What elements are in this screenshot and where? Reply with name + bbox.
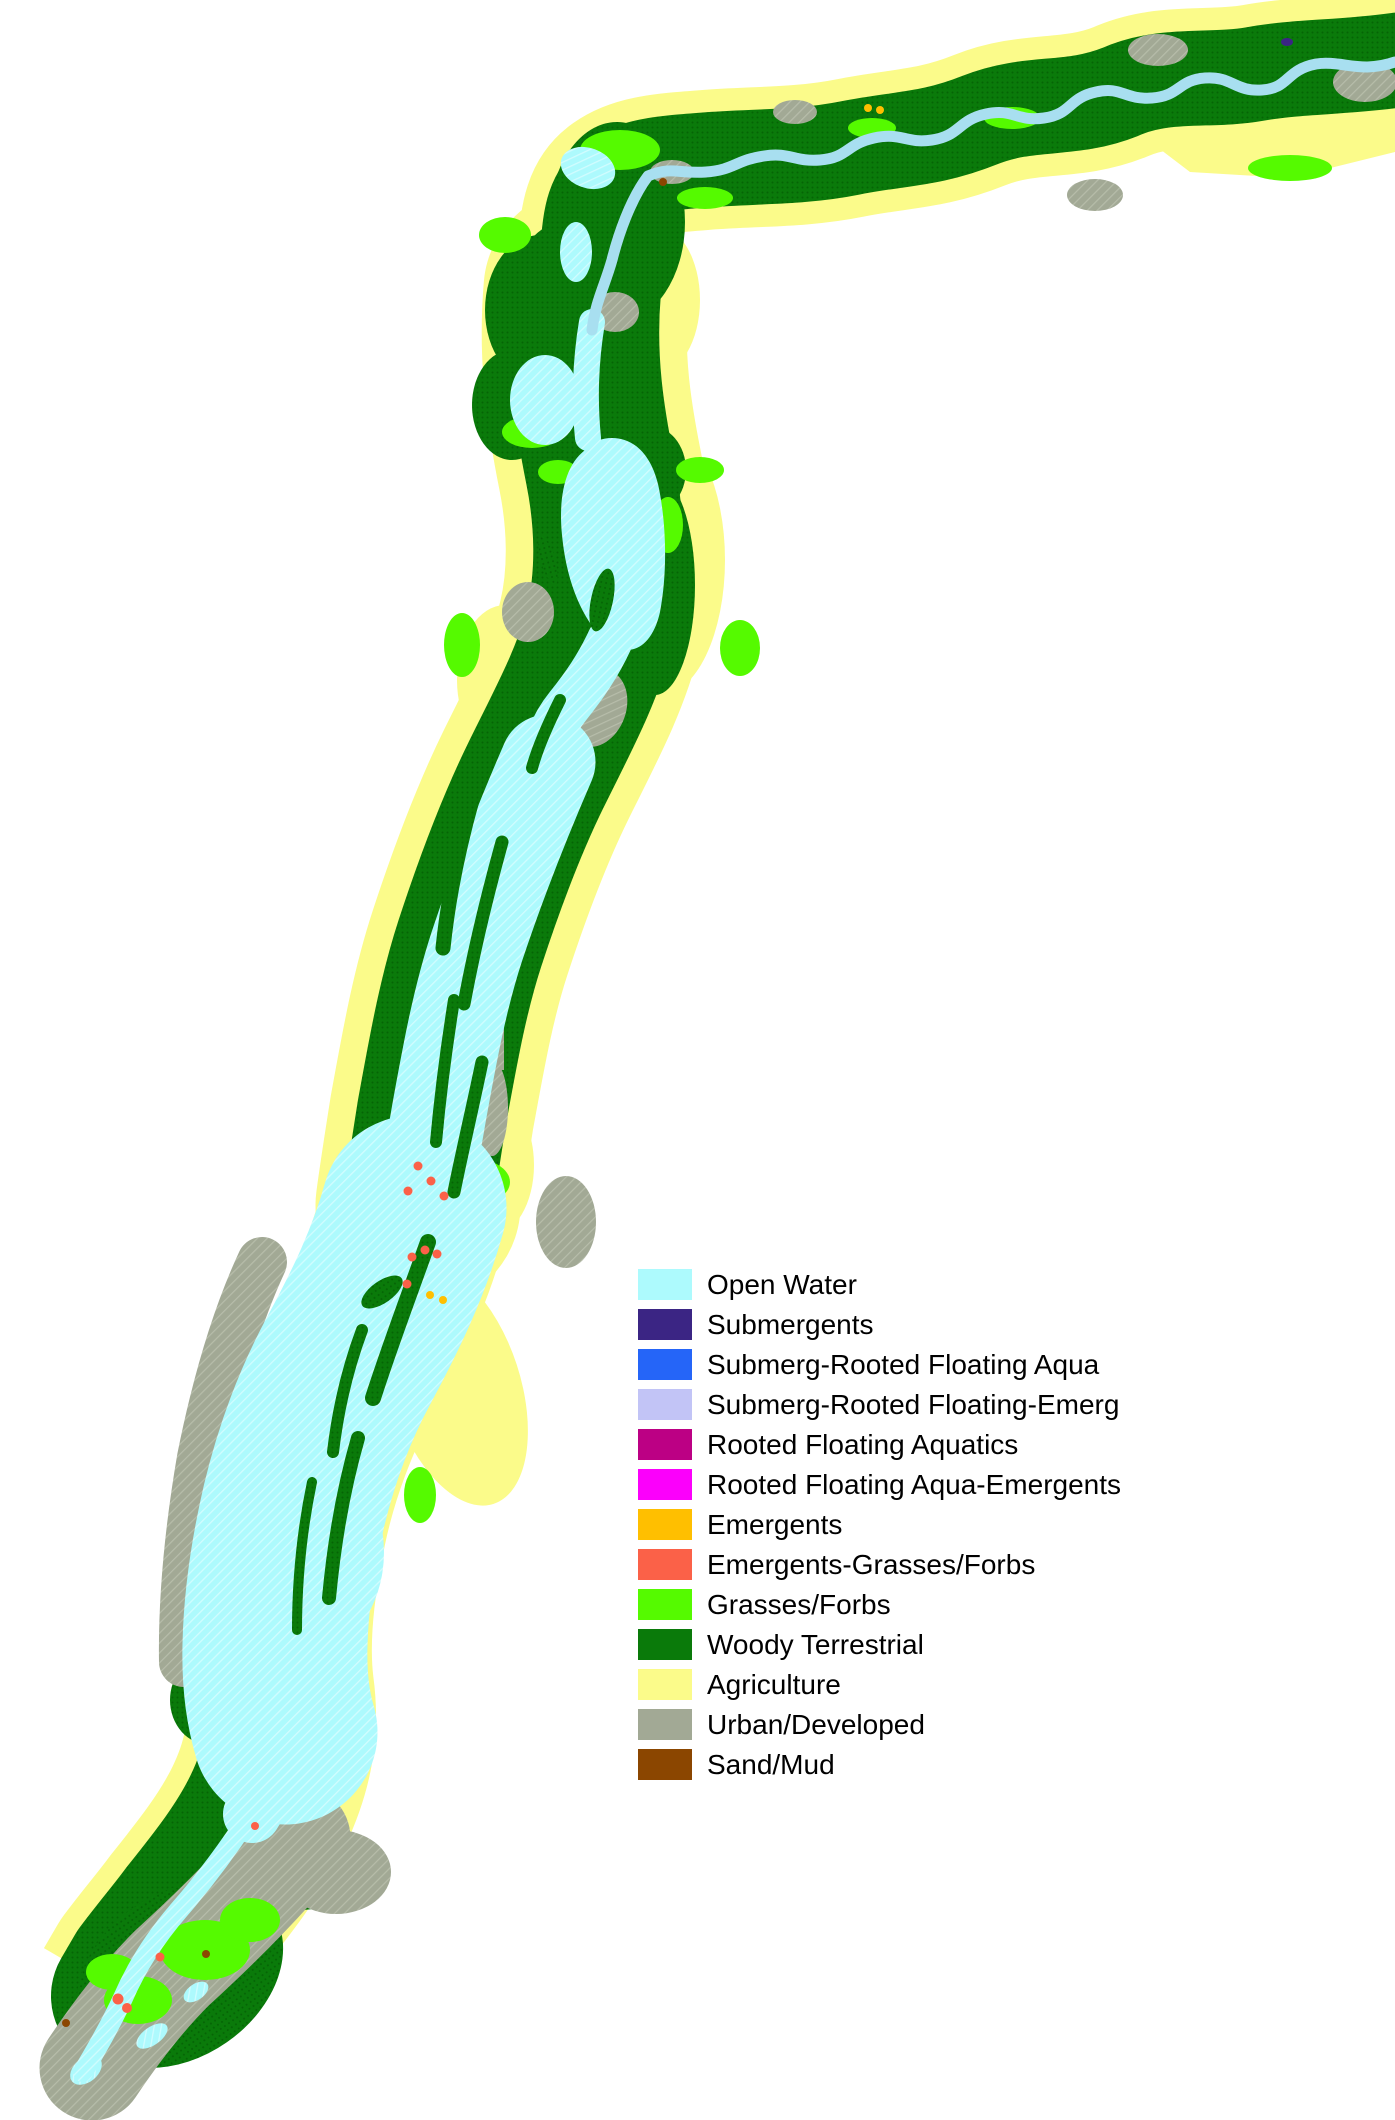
legend-swatch xyxy=(638,1389,692,1420)
legend-label: Rooted Floating Aqua-Emergents xyxy=(707,1469,1122,1500)
accent-classes-layer xyxy=(62,38,1293,2027)
legend-item-emergents: Emergents xyxy=(638,1509,1121,1540)
legend-item-sand-mud: Sand/Mud xyxy=(638,1749,1121,1780)
legend-item-submergents: Submergents xyxy=(638,1309,1121,1340)
river-channel xyxy=(586,56,1395,336)
legend-swatch xyxy=(638,1469,692,1500)
legend-label: Woody Terrestrial xyxy=(707,1629,924,1660)
legend-item-agriculture: Agriculture xyxy=(638,1669,1121,1700)
legend-label: Submerg-Rooted Floating-Emerg xyxy=(707,1389,1120,1420)
legend-swatch xyxy=(638,1509,692,1540)
legend-swatch xyxy=(638,1269,692,1300)
legend-swatch xyxy=(638,1629,692,1660)
emergents-patches xyxy=(426,104,884,1304)
legend-swatch xyxy=(638,1349,692,1380)
legend-label: Sand/Mud xyxy=(707,1749,835,1780)
legend-item-urban-developed: Urban/Developed xyxy=(638,1709,1121,1740)
legend-item-rooted-floating-aquatics: Rooted Floating Aquatics xyxy=(638,1429,1121,1460)
legend-swatch xyxy=(638,1549,692,1580)
legend-swatch xyxy=(638,1709,692,1740)
legend-item-rooted-floating-aqua-emergents: Rooted Floating Aqua-Emergents xyxy=(638,1469,1121,1500)
legend-swatch xyxy=(638,1309,692,1340)
legend-label: Emergents xyxy=(707,1509,843,1540)
legend-swatch xyxy=(638,1749,692,1780)
legend-label: Rooted Floating Aquatics xyxy=(707,1429,1019,1460)
legend-item-open-water: Open Water xyxy=(638,1269,1121,1300)
legend-item-emergents-grasses-forbs: Emergents-Grasses/Forbs xyxy=(638,1549,1121,1580)
legend-item-grasses-forbs: Grasses/Forbs xyxy=(638,1589,1121,1620)
legend-item-woody-terrestrial: Woody Terrestrial xyxy=(638,1629,1121,1660)
legend-label: Grasses/Forbs xyxy=(707,1589,891,1620)
sand-mud-patches xyxy=(62,178,667,2027)
legend-label: Urban/Developed xyxy=(707,1709,925,1740)
legend-item-submerg-rooted-floating-emerg: Submerg-Rooted Floating-Emerg xyxy=(638,1389,1121,1420)
map-legend: Open Water Submergents Submerg-Rooted Fl… xyxy=(638,1269,1121,1789)
open-water-layer xyxy=(70,56,1395,2085)
legend-label: Open Water xyxy=(707,1269,857,1300)
emergents-grasses-forbs-patches xyxy=(112,1161,449,2013)
legend-item-submerg-rooted-floating-aqua: Submerg-Rooted Floating Aqua xyxy=(638,1349,1121,1380)
legend-label: Emergents-Grasses/Forbs xyxy=(707,1549,1036,1580)
legend-swatch xyxy=(638,1589,692,1620)
legend-swatch xyxy=(638,1429,692,1460)
island-layer xyxy=(292,534,615,1635)
legend-label: Agriculture xyxy=(707,1669,841,1700)
legend-swatch xyxy=(638,1669,692,1700)
legend-label: Submergents xyxy=(707,1309,874,1340)
legend-label: Submerg-Rooted Floating Aqua xyxy=(707,1349,1100,1380)
submergents-patches xyxy=(1281,38,1293,46)
